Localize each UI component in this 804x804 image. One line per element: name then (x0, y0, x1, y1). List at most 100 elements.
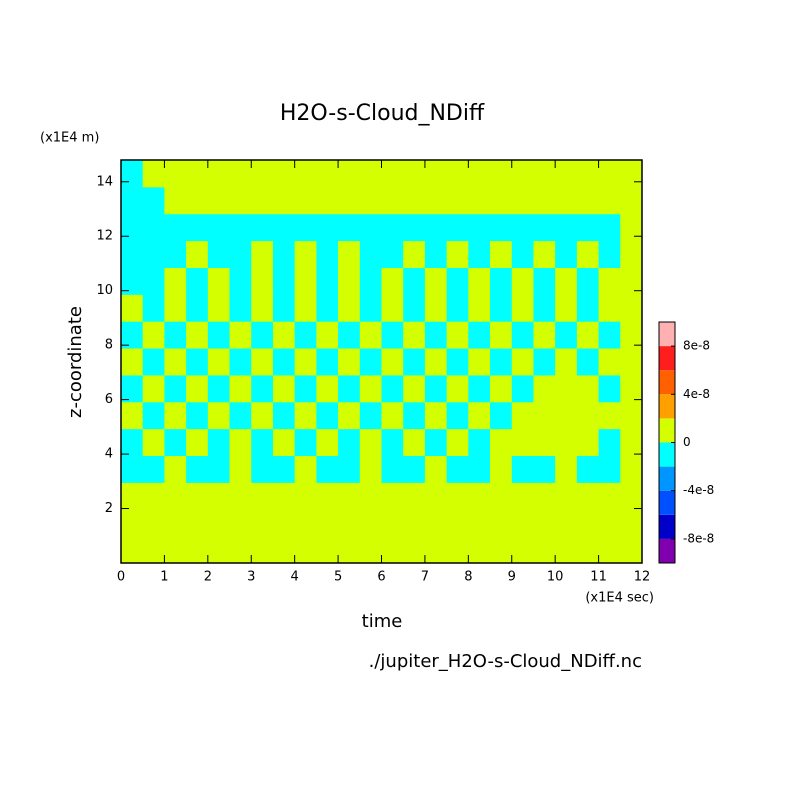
heat-cell (272, 160, 296, 188)
heat-cell (207, 536, 231, 564)
heat-cell (576, 428, 600, 457)
heat-cell (338, 509, 361, 537)
heat-cell (316, 186, 339, 215)
y-axis-label: z-coordinate (65, 306, 86, 418)
heat-cell (186, 428, 209, 457)
heat-cell (424, 294, 448, 322)
heat-cell (620, 509, 643, 537)
heat-cell (121, 294, 144, 322)
heat-cell (403, 186, 426, 215)
x-tick-label: 0 (117, 570, 125, 585)
heat-cell (251, 536, 274, 564)
heat-cell (294, 213, 317, 242)
heat-cell (381, 536, 404, 564)
heat-cell (207, 213, 231, 242)
heat-cell (142, 186, 165, 215)
heat-cell (186, 267, 209, 295)
heat-cell (576, 267, 600, 295)
heat-cell (142, 374, 165, 403)
heat-cell (381, 455, 404, 483)
heat-cell (533, 321, 556, 349)
heat-cell (142, 455, 165, 483)
heat-cell (338, 401, 361, 430)
heat-cell (142, 294, 165, 322)
heat-cell (207, 160, 231, 188)
source-file: ./jupiter_H2O-s-Cloud_NDiff.nc (369, 651, 642, 672)
heat-cell (424, 401, 448, 430)
heat-cell (446, 186, 469, 215)
heat-cell (598, 321, 621, 349)
heat-cell (598, 267, 621, 295)
heat-cell (251, 482, 274, 510)
heat-cell (142, 213, 165, 242)
heat-cell (316, 267, 339, 295)
heat-cell (121, 267, 144, 295)
heat-cell (490, 321, 513, 349)
heat-cell (555, 186, 578, 215)
colorbar-tick-label: -4e-8 (683, 483, 714, 497)
heat-cell (381, 240, 404, 268)
heat-cell (446, 374, 469, 403)
heat-cell (207, 428, 231, 457)
heat-cell (533, 160, 556, 188)
heat-cell (359, 348, 382, 376)
heat-cell (294, 240, 317, 268)
heat-cell (403, 160, 426, 188)
heat-cell (229, 321, 252, 349)
heat-cell (359, 267, 382, 295)
heat-cell (446, 348, 469, 376)
heat-cell (511, 160, 534, 188)
heat-cell (598, 294, 621, 322)
heat-cell (446, 160, 469, 188)
heat-cell (403, 455, 426, 483)
heat-cell (576, 294, 600, 322)
heat-cell (229, 428, 252, 457)
colorbar-swatch (659, 370, 675, 395)
heat-cell (490, 240, 513, 268)
heat-cell (576, 536, 600, 564)
heat-cell (576, 186, 600, 215)
heat-cell (207, 267, 231, 295)
heat-cell (533, 240, 556, 268)
heat-cell (490, 186, 513, 215)
heat-cell (490, 294, 513, 322)
heat-cell (338, 186, 361, 215)
heat-cell (121, 213, 144, 242)
heat-cell (207, 455, 231, 483)
heat-cell (511, 374, 534, 403)
heat-cell (620, 186, 643, 215)
heat-cell (446, 482, 469, 510)
heat-cell (121, 482, 144, 510)
heat-cell (338, 482, 361, 510)
heat-cell (468, 401, 491, 430)
heat-cell (468, 455, 491, 483)
heat-cell (381, 482, 404, 510)
x-tick-label: 5 (334, 570, 342, 585)
y-tick-label: 8 (105, 338, 113, 353)
heat-cell (229, 186, 252, 215)
x-tick-label: 6 (377, 570, 385, 585)
heat-cell (533, 455, 556, 483)
heat-cell (403, 348, 426, 376)
heat-cell (468, 428, 491, 457)
heat-cell (490, 482, 513, 510)
heat-cell (533, 267, 556, 295)
heat-cell (424, 240, 448, 268)
heat-cell (424, 536, 448, 564)
heat-cell (511, 321, 534, 349)
heat-cell (446, 428, 469, 457)
heat-cell (251, 160, 274, 188)
heat-cell (598, 536, 621, 564)
heat-cell (229, 213, 252, 242)
heat-cell (403, 240, 426, 268)
heat-cell (598, 213, 621, 242)
heat-cell (164, 186, 187, 215)
heat-cell (555, 267, 578, 295)
y-tick-label: 12 (96, 229, 113, 244)
heat-cell (229, 267, 252, 295)
heat-cell (186, 321, 209, 349)
heat-cell (511, 482, 534, 510)
heat-cell (316, 348, 339, 376)
heat-cell (424, 213, 448, 242)
heat-cell (338, 267, 361, 295)
